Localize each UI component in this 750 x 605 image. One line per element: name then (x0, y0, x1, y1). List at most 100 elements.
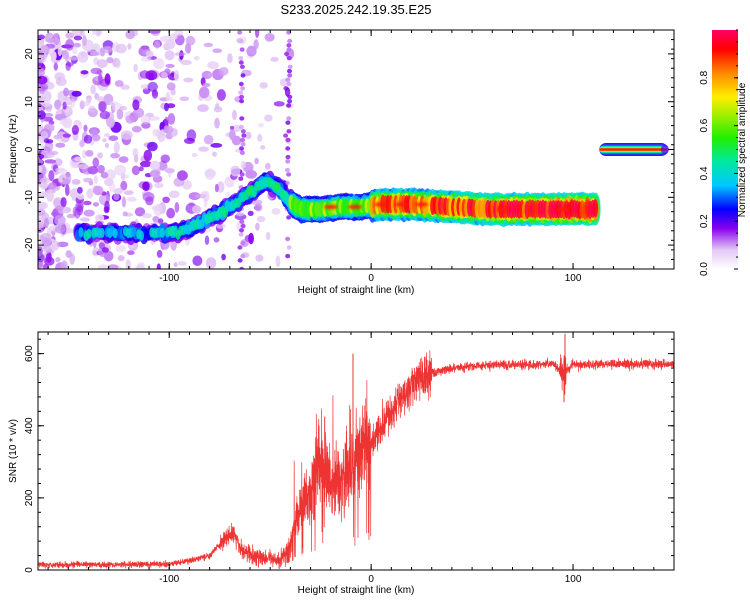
noise-blob (40, 145, 52, 153)
noise-blob (264, 162, 271, 170)
noise-blob (214, 117, 220, 129)
noise-blob (39, 181, 49, 190)
noise-blob (50, 51, 57, 62)
snr-ytick-label: 0 (24, 567, 35, 573)
noise-blob (174, 202, 180, 213)
noise-blob (56, 241, 69, 248)
noise-blob (40, 52, 45, 62)
noise-blob (38, 42, 42, 48)
noise-blob (173, 70, 180, 82)
noise-blob (127, 250, 135, 255)
noise-blob (58, 177, 64, 183)
noise-blob (38, 208, 46, 216)
noise-blob (185, 42, 192, 54)
noise-column-blob (239, 146, 244, 151)
noise-blob (77, 163, 89, 170)
noise-blob (48, 170, 55, 182)
noise-blob (126, 196, 137, 202)
noise-blob (166, 207, 176, 219)
noise-blob (73, 35, 83, 41)
noise-blob (202, 82, 211, 88)
noise-blob (54, 99, 62, 110)
noise-column-blob (284, 51, 290, 57)
snr-ylabel: SNR (10 * v/v) (8, 419, 19, 483)
colorbar-tick-label: 0.4 (699, 166, 710, 180)
noise-blob (166, 82, 176, 91)
noise-blob (115, 58, 121, 69)
noise-blob (254, 203, 263, 212)
noise-blob (140, 114, 151, 125)
noise-blob (80, 70, 89, 75)
noise-blob (55, 167, 65, 173)
noise-blob (264, 33, 275, 42)
noise-blob (162, 196, 170, 203)
noise-blob (210, 143, 223, 148)
noise-blob (216, 181, 225, 193)
noise-blob (133, 154, 139, 163)
signal-peak-blob (394, 202, 409, 207)
noise-blob (113, 141, 120, 154)
noise-blob (229, 129, 236, 141)
noise-blob (254, 157, 259, 165)
noise-column-blob (240, 86, 246, 91)
noise-blob (142, 181, 150, 191)
noise-blob (221, 253, 226, 261)
snr-xtick-label: 0 (368, 574, 374, 585)
colorbar-tick-label: 0.0 (699, 262, 710, 276)
noise-blob (156, 263, 161, 269)
spectrogram-xtick-label: -100 (159, 273, 179, 284)
noise-blob (48, 150, 59, 156)
spectrogram-xtick-label: 0 (368, 273, 374, 284)
noise-blob (164, 102, 169, 112)
noise-blob (73, 119, 82, 127)
noise-blob (115, 244, 126, 252)
noise-blob (96, 30, 101, 37)
noise-blob (131, 165, 140, 176)
noise-blob (186, 129, 197, 142)
noise-blob (82, 35, 87, 47)
noise-blob (39, 177, 50, 184)
noise-column-blob (283, 86, 289, 91)
noise-blob (104, 73, 111, 85)
noise-blob (194, 194, 206, 199)
noise-blob (204, 134, 214, 145)
spectrogram-ytick-label: 10 (24, 96, 35, 108)
noise-blob (259, 82, 269, 89)
noise-blob (97, 164, 105, 174)
noise-blob (114, 80, 124, 87)
noise-blob (62, 133, 71, 138)
noise-blob (230, 165, 241, 177)
noise-blob (154, 40, 161, 49)
colorbar-gradient (712, 30, 738, 269)
noise-blob (65, 39, 74, 51)
noise-blob (53, 134, 63, 140)
noise-blob (104, 142, 109, 149)
noise-blob (38, 246, 43, 257)
noise-blob (177, 170, 188, 181)
signal-peak-blob (556, 207, 570, 212)
noise-blob (38, 201, 48, 210)
noise-blob (42, 263, 50, 269)
noise-blob (53, 33, 59, 39)
snr-ticks: -100 0 100 0 200 400 600 (24, 332, 675, 585)
noise-blob (101, 247, 109, 253)
noise-column-blob (285, 90, 291, 95)
noise-blob (90, 84, 96, 95)
noise-blob (106, 57, 114, 64)
noise-column-blob (286, 81, 292, 87)
noise-blob (141, 56, 152, 62)
signal-peak-blob (323, 204, 338, 210)
noise-blob (132, 107, 145, 119)
spectrogram-ylabel: Frequency (Hz) (8, 115, 19, 184)
noise-blob (107, 120, 115, 129)
noise-blob (42, 243, 52, 254)
signal-track-blob (130, 226, 137, 237)
noise-blob (117, 255, 125, 262)
noise-blob (44, 159, 56, 164)
noise-blob (89, 129, 98, 138)
noise-blob (98, 101, 107, 112)
noise-blob (52, 240, 60, 251)
